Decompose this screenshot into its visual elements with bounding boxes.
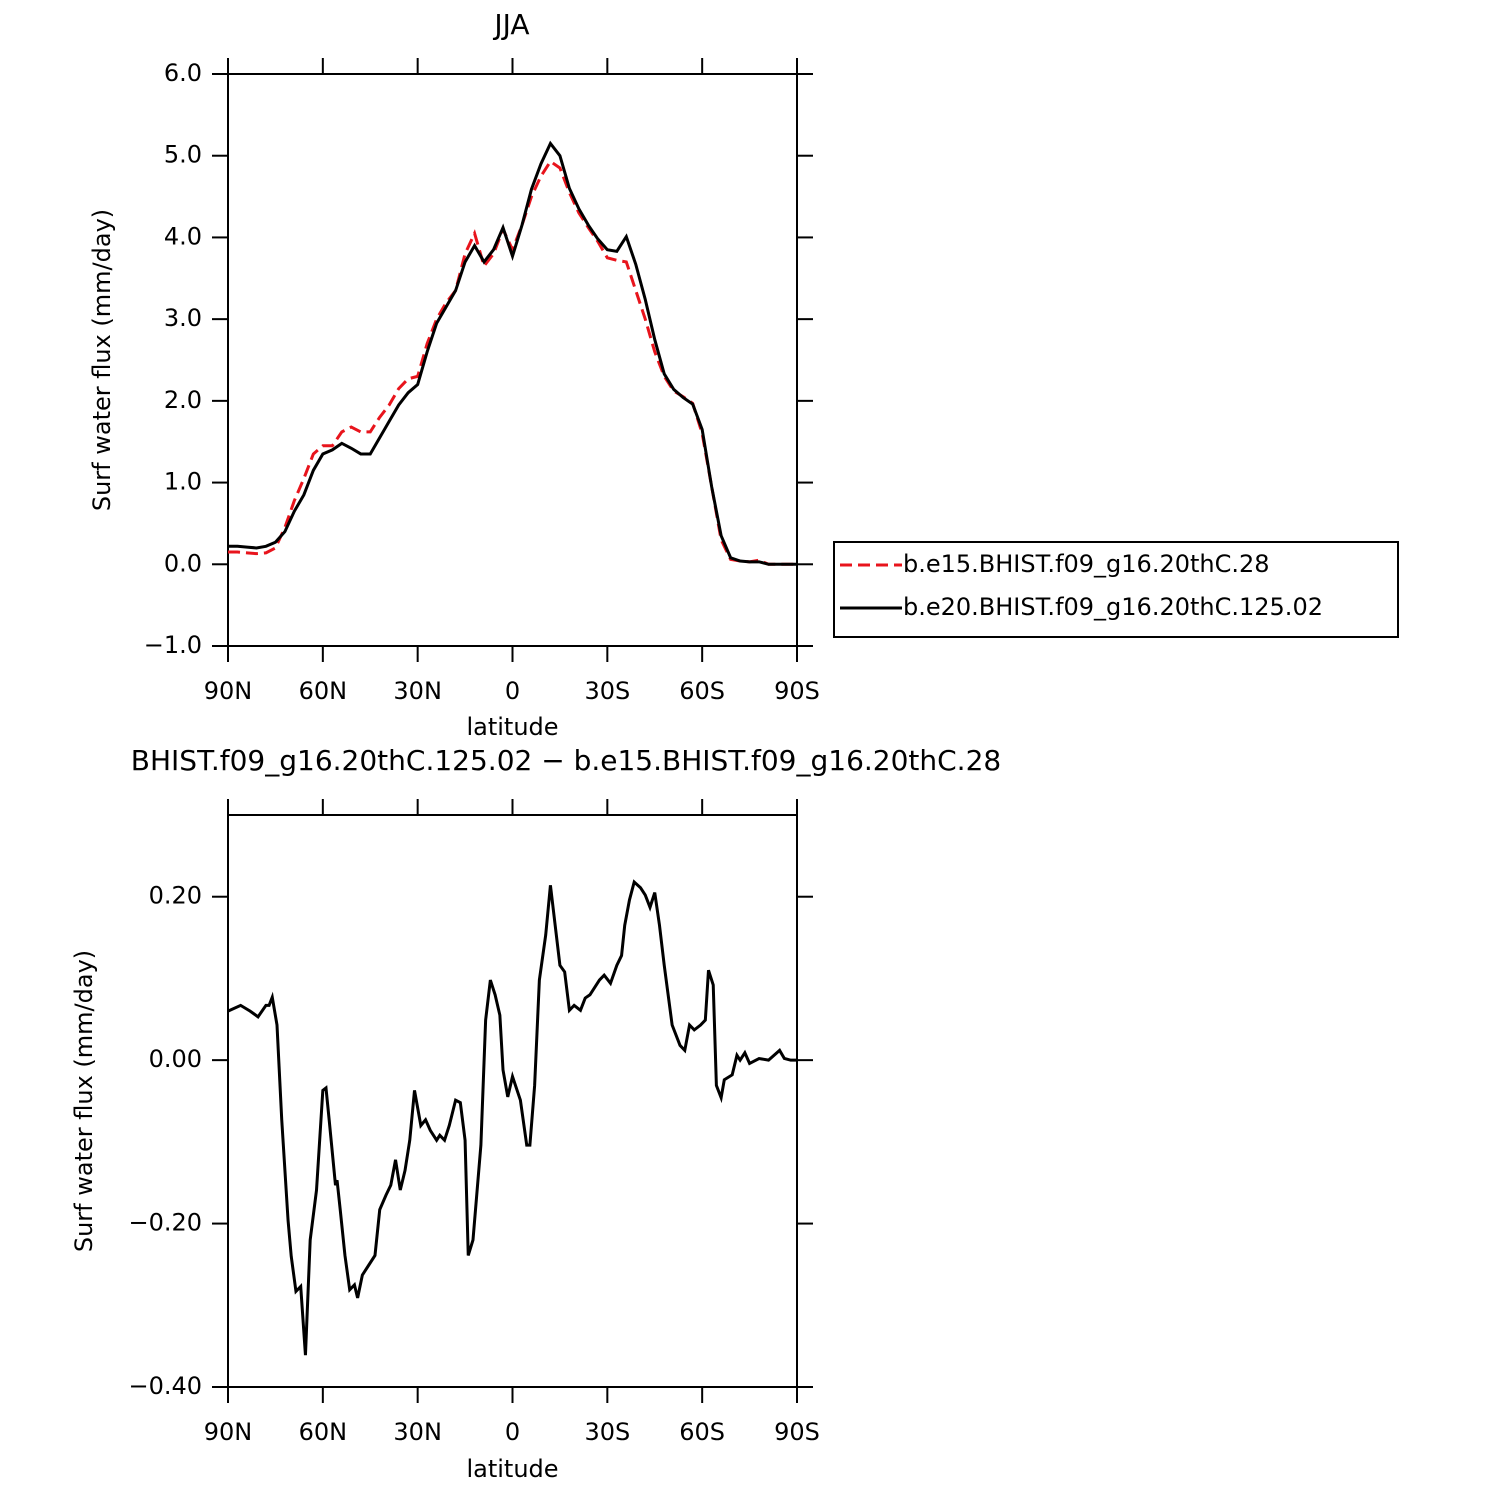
data-line <box>227 879 797 1356</box>
chart-title: BHIST.f09_g16.20thC.125.02 − b.e15.BHIST… <box>131 744 1001 777</box>
x-tick-label: 0 <box>505 1418 520 1446</box>
x-tick-label: 0 <box>505 677 520 705</box>
y-tick-label: 0.0 <box>164 549 202 577</box>
y-tick-label: 2.0 <box>164 386 202 414</box>
x-tick-label: 30N <box>393 677 442 705</box>
x-tick-label: 30N <box>393 1418 442 1446</box>
y-tick-label: −0.20 <box>128 1209 202 1237</box>
y-axis-label: Surf water flux (mm/day) <box>88 209 116 511</box>
data-line <box>228 159 797 566</box>
y-axis-label: Surf water flux (mm/day) <box>70 950 98 1252</box>
plot-frame <box>227 814 798 1388</box>
x-tick-label: 90N <box>204 677 253 705</box>
plot-frame <box>227 73 798 647</box>
x-tick-label: 30S <box>584 1418 630 1446</box>
y-tick-label: 4.0 <box>164 222 202 250</box>
x-tick-label: 90S <box>774 677 820 705</box>
y-tick-label: 1.0 <box>164 468 202 496</box>
x-tick-label: 90S <box>774 1418 820 1446</box>
x-tick-label: 30S <box>584 677 630 705</box>
legend-label: b.e15.BHIST.f09_g16.20thC.28 <box>903 550 1270 578</box>
y-tick-label: 6.0 <box>164 59 202 87</box>
x-tick-label: 60N <box>299 1418 348 1446</box>
data-line <box>228 140 797 566</box>
y-tick-label: −1.0 <box>144 631 202 659</box>
y-tick-label: −0.40 <box>128 1372 202 1400</box>
x-axis-label: latitude <box>466 713 558 741</box>
x-tick-label: 60S <box>679 677 725 705</box>
y-tick-label: 3.0 <box>164 304 202 332</box>
y-tick-label: 0.20 <box>149 882 202 910</box>
y-tick-label: 5.0 <box>164 141 202 169</box>
legend-box <box>833 541 1399 638</box>
x-axis-label: latitude <box>466 1455 558 1483</box>
chart-title: JJA <box>492 8 529 41</box>
x-tick-label: 60N <box>299 677 348 705</box>
y-tick-label: 0.00 <box>149 1045 202 1073</box>
x-tick-label: 90N <box>204 1418 253 1446</box>
x-tick-label: 60S <box>679 1418 725 1446</box>
legend-label: b.e20.BHIST.f09_g16.20thC.125.02 <box>903 593 1323 621</box>
